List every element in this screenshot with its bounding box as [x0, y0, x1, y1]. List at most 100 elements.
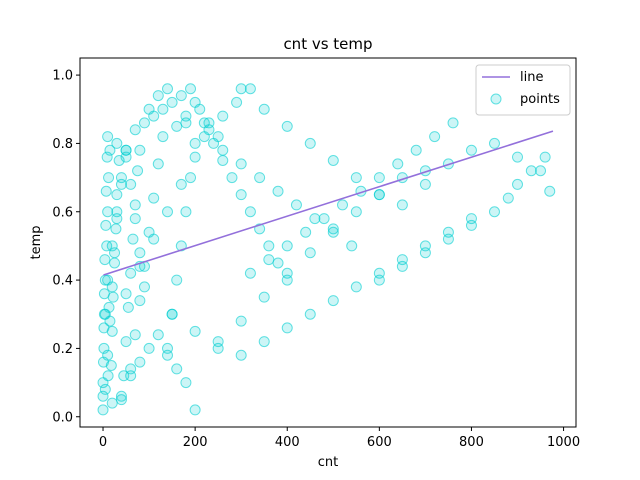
scatter-point [122, 301, 134, 313]
scatter-point [111, 206, 123, 218]
scatter-point [99, 254, 111, 266]
scatter-point [180, 206, 192, 218]
x-tick-label: 800 [459, 435, 484, 450]
scatter-point [106, 240, 118, 252]
scatter-point [157, 103, 169, 115]
scatter-point [189, 325, 201, 337]
scatter-point [346, 240, 358, 252]
scatter-point [152, 158, 164, 170]
scatter-point [465, 219, 477, 231]
scatter-point [98, 322, 110, 334]
scatter-point [148, 110, 160, 122]
scatter-point [180, 377, 192, 389]
scatter-point [101, 240, 113, 252]
scatter-point [120, 144, 132, 156]
scatter-point [129, 213, 141, 225]
scatter-point [129, 329, 141, 341]
scatter-point [203, 124, 215, 136]
scatter-point [488, 137, 500, 149]
scatter-point [512, 151, 524, 163]
scatter-point [217, 144, 229, 156]
scatter-point [134, 144, 146, 156]
scatter-point [194, 103, 206, 115]
chart-title: cnt vs temp [283, 35, 372, 53]
scatter-point [98, 342, 110, 354]
scatter-point [120, 288, 132, 300]
scatter-point [166, 96, 178, 108]
x-axis-label: cnt [318, 455, 338, 470]
scatter-point [189, 137, 201, 149]
scatter-point [115, 172, 127, 184]
scatter-point [373, 172, 385, 184]
scatter-point [488, 206, 500, 218]
scatter-point [304, 247, 316, 259]
x-tick-label: 1000 [547, 435, 580, 450]
scatter-point [226, 172, 238, 184]
scatter-point [281, 267, 293, 279]
scatter-point [419, 247, 431, 259]
scatter-point [134, 356, 146, 368]
scatter-point [125, 267, 137, 279]
legend-points-label: points [520, 92, 560, 107]
scatter-point [447, 117, 459, 129]
scatter-point [212, 342, 224, 354]
scatter-point [281, 120, 293, 132]
legend: line points [475, 64, 571, 116]
y-tick-label: 0.2 [52, 342, 73, 357]
scatter-point [102, 370, 114, 382]
scatter-point [327, 155, 339, 166]
scatter-point [152, 329, 164, 341]
scatter-point [99, 383, 111, 395]
scatter-point [318, 213, 330, 225]
scatter-point [263, 240, 275, 252]
y-tick-label: 0.6 [52, 205, 73, 220]
scatter-point [290, 199, 302, 211]
scatter-point [127, 233, 139, 245]
scatter-point [231, 96, 243, 108]
scatter-point [327, 223, 339, 235]
scatter-point [410, 144, 422, 156]
scatter-point [350, 281, 362, 293]
scatter-point [109, 247, 121, 259]
scatter-point [272, 185, 284, 197]
scatter-point [171, 120, 183, 132]
scatter-point [235, 158, 247, 170]
scatter-point [148, 233, 160, 245]
scatter-point [157, 131, 169, 143]
x-tick-label: 600 [367, 435, 392, 450]
scatter-point [281, 240, 293, 252]
x-tick-label: 200 [183, 435, 208, 450]
y-tick-label: 0.8 [52, 137, 73, 152]
scatter-point [217, 110, 229, 122]
scatter-point [129, 199, 141, 211]
scatter-point [143, 342, 155, 354]
scatter-point [263, 254, 275, 266]
line-layer [103, 130, 554, 276]
scatter-point [327, 295, 339, 307]
scatter-point [544, 185, 556, 197]
scatter-point [138, 281, 150, 293]
axes-frame [79, 57, 577, 428]
scatter-point [350, 172, 362, 184]
scatter-point [304, 308, 316, 320]
scatter-point [111, 189, 123, 201]
scatter-point [115, 390, 127, 402]
scatter-point [138, 117, 150, 129]
scatter-point [113, 155, 125, 166]
scatter-point [189, 151, 201, 163]
scatter-point [512, 178, 524, 190]
scatter-point [539, 151, 551, 163]
scatter-point [99, 308, 111, 320]
scatter-point [235, 189, 247, 201]
scatter-point [125, 178, 137, 190]
scatter-point [125, 370, 137, 382]
scatter-point [396, 199, 408, 211]
scatter-point [281, 322, 293, 334]
scatter-point [98, 288, 110, 300]
scatter-point [185, 83, 197, 95]
scatter-point [97, 404, 109, 416]
scatter-point [162, 83, 174, 95]
plot-area [79, 57, 577, 428]
scatter-point [166, 308, 178, 320]
